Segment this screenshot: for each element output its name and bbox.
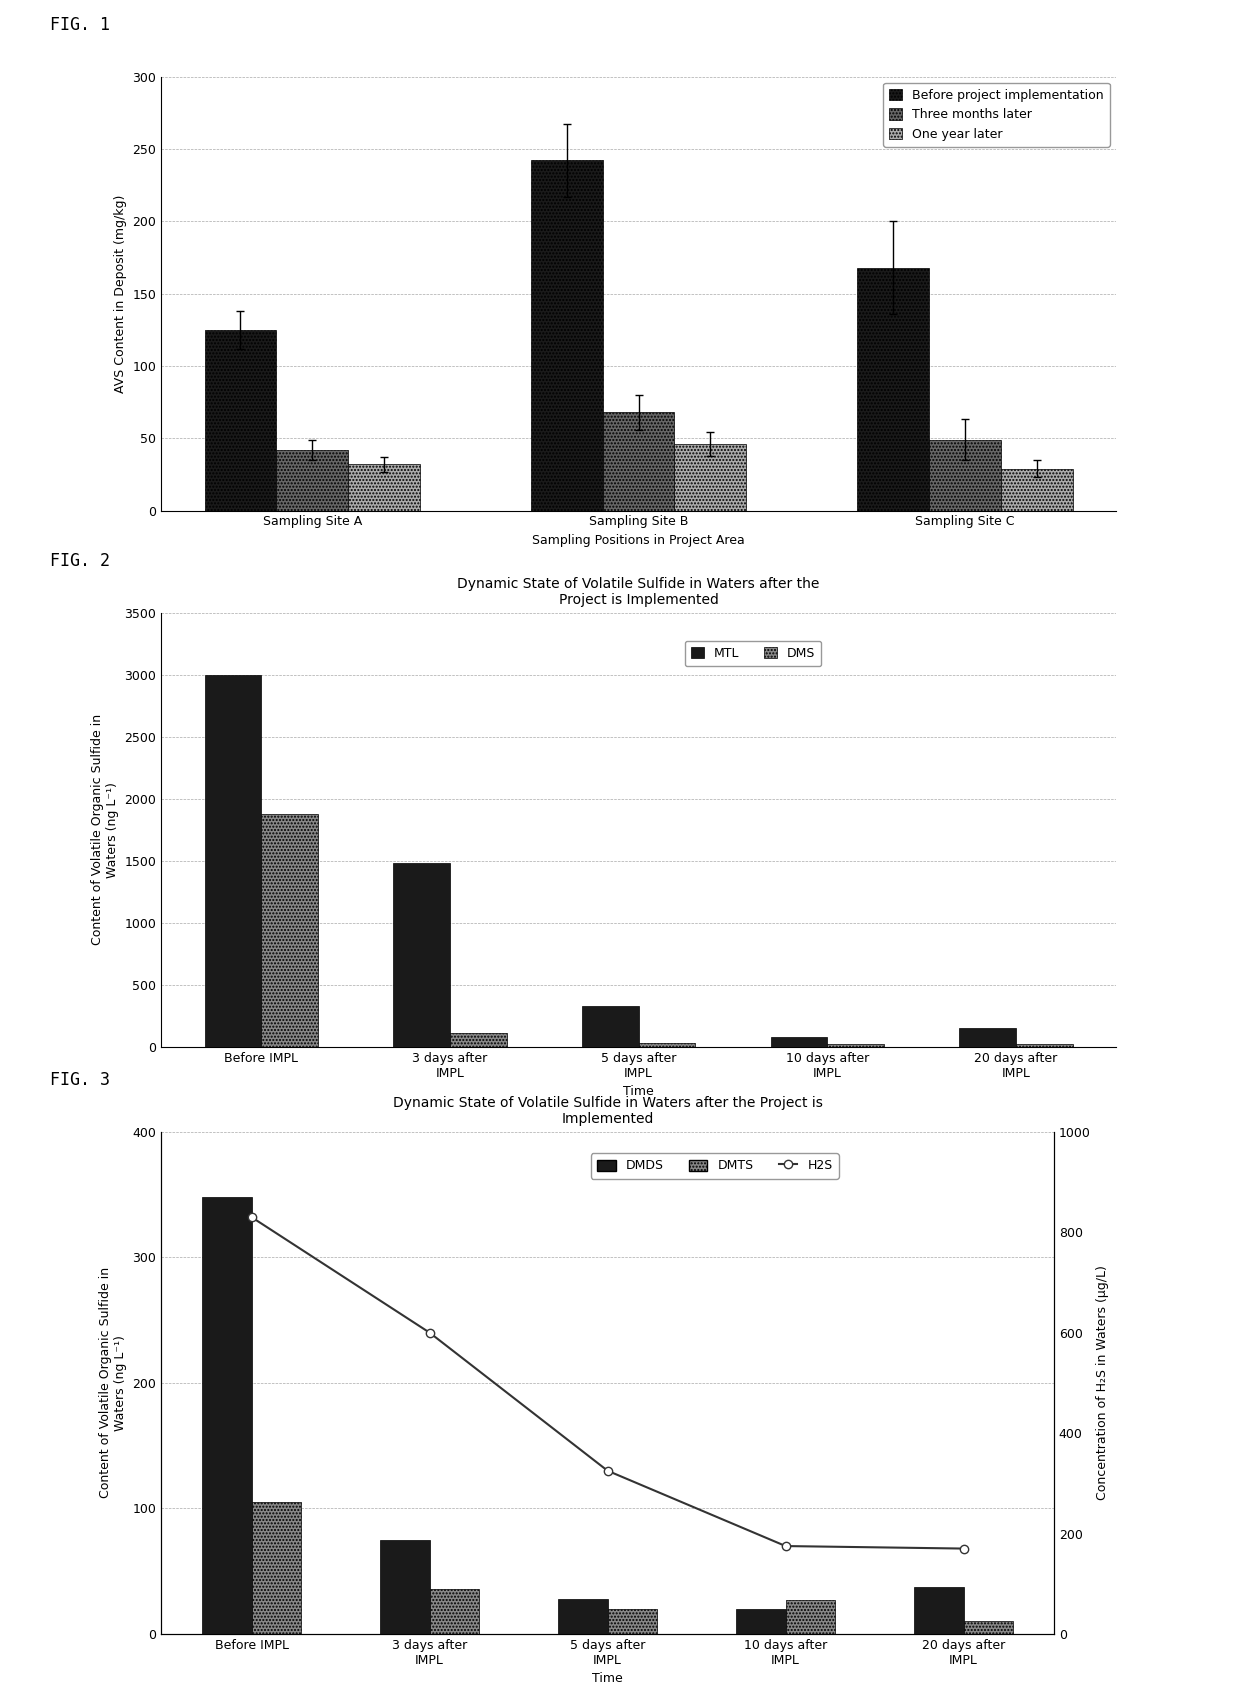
Bar — [277, 449, 348, 511]
Title: Dynamic State of Volatile Sulfide in Waters after the
Project is Implemented: Dynamic State of Volatile Sulfide in Wat… — [458, 577, 820, 608]
X-axis label: Sampling Positions in Project Area: Sampling Positions in Project Area — [532, 534, 745, 546]
Text: FIG. 1: FIG. 1 — [50, 15, 109, 34]
Bar — [262, 814, 317, 1047]
Bar — [429, 1588, 480, 1634]
Bar — [202, 1197, 252, 1634]
Y-axis label: Content of Volatile Organic Sulfide in
Waters (ng L⁻¹): Content of Volatile Organic Sulfide in W… — [91, 715, 119, 945]
Bar — [393, 863, 450, 1047]
Legend: DMDS, DMTS, H2S: DMDS, DMTS, H2S — [590, 1154, 838, 1179]
Line: H2S: H2S — [248, 1214, 967, 1552]
Bar — [929, 439, 1001, 511]
Y-axis label: Content of Volatile Organic Sulfide in
Waters (ng L⁻¹): Content of Volatile Organic Sulfide in W… — [99, 1268, 126, 1498]
X-axis label: Time: Time — [593, 1673, 622, 1685]
H2S — [956, 1539, 971, 1559]
H2S — [422, 1322, 436, 1343]
Bar — [914, 1588, 963, 1634]
Text: FIG. 3: FIG. 3 — [50, 1071, 109, 1089]
Bar — [786, 1600, 836, 1634]
H2S — [779, 1535, 794, 1556]
Legend: Before project implementation, Three months later, One year later: Before project implementation, Three mon… — [883, 83, 1110, 146]
Bar — [771, 1037, 827, 1047]
Y-axis label: Concentration of H₂S in Waters (μg/L): Concentration of H₂S in Waters (μg/L) — [1096, 1266, 1110, 1499]
Bar — [1001, 468, 1073, 511]
Bar — [558, 1598, 608, 1634]
Bar — [963, 1622, 1013, 1634]
Bar — [960, 1028, 1016, 1047]
Bar — [857, 267, 929, 511]
Bar — [608, 1608, 657, 1634]
Bar — [531, 160, 603, 511]
Bar — [675, 444, 746, 511]
Bar — [603, 412, 675, 511]
Bar — [450, 1033, 506, 1047]
Bar — [205, 330, 277, 511]
Text: FIG. 2: FIG. 2 — [50, 551, 109, 570]
Bar — [735, 1608, 786, 1634]
Y-axis label: AVS Content in Deposit (mg/kg): AVS Content in Deposit (mg/kg) — [114, 194, 126, 393]
Bar — [1016, 1045, 1073, 1047]
Bar — [639, 1043, 696, 1047]
Legend: MTL, DMS: MTL, DMS — [684, 640, 821, 665]
Bar — [827, 1045, 884, 1047]
H2S — [244, 1207, 259, 1227]
Bar — [582, 1006, 639, 1047]
Title: Dynamic State of Volatile Sulfide in Waters after the Project is
Implemented: Dynamic State of Volatile Sulfide in Wat… — [393, 1096, 822, 1127]
Bar — [252, 1503, 301, 1634]
Bar — [205, 674, 262, 1047]
Bar — [379, 1540, 429, 1634]
H2S — [600, 1460, 615, 1481]
Bar — [348, 465, 420, 511]
X-axis label: Time: Time — [624, 1086, 653, 1098]
